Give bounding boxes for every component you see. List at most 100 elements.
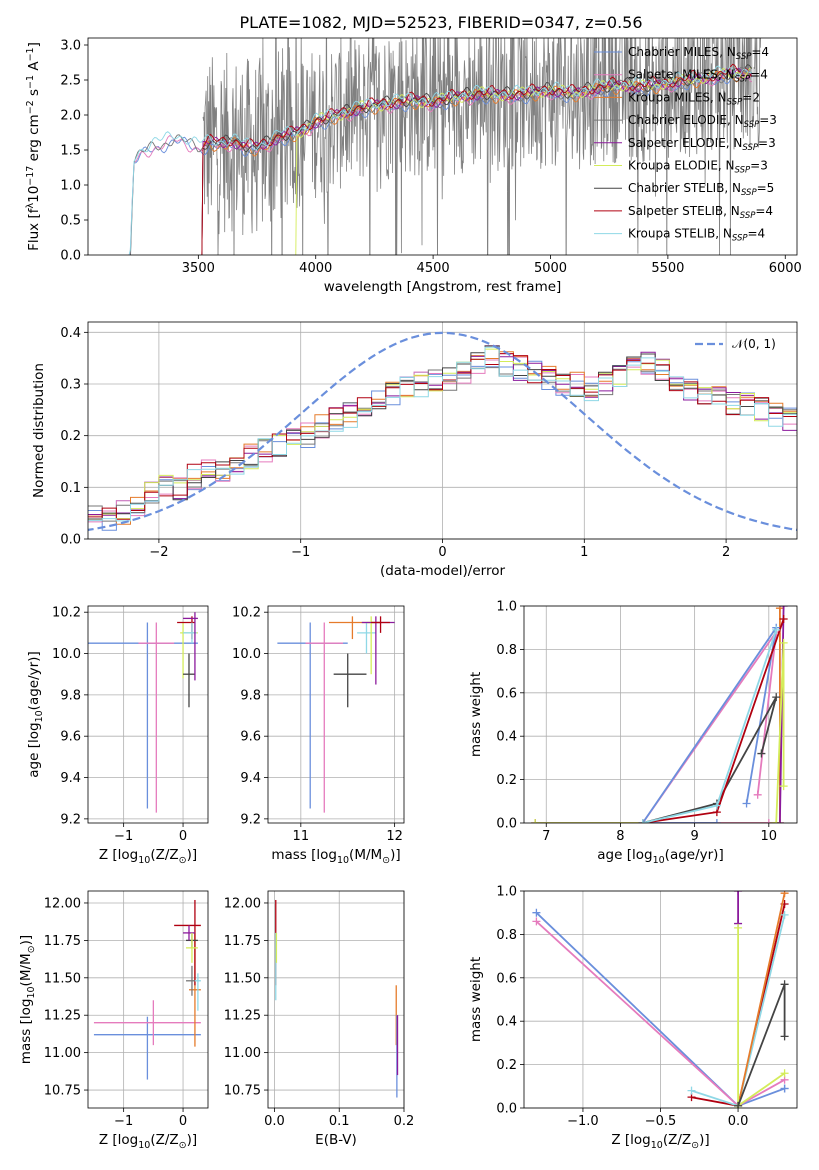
y-tick-label: 9.2 (60, 812, 81, 827)
x-tick-label: 10 (761, 829, 778, 844)
legend-entry: Chabrier ELODIE, NSSP=3 (628, 113, 777, 130)
x-tick-label: 4000 (299, 261, 332, 276)
weight-marker (734, 923, 743, 932)
gaussian-curve (88, 331, 797, 532)
weight-marker (775, 606, 784, 613)
x-tick-label: 0.0 (264, 1114, 285, 1129)
weight-marker (734, 1101, 743, 1108)
plot-area (128, 38, 761, 255)
x-tick-label: 12 (386, 829, 403, 844)
x-tick-label: 11 (293, 829, 310, 844)
weight-marker (638, 819, 647, 823)
weight-marker (779, 638, 788, 647)
x-tick-label: 0 (179, 829, 187, 844)
weight-marker (779, 615, 788, 624)
x-tick-label: 5000 (534, 261, 567, 276)
legend-entry: Kroupa MILES, NSSP=2 (628, 90, 760, 107)
y-tick-label: 10.75 (224, 1084, 261, 1099)
y-tick-label: 9.6 (60, 730, 81, 745)
y-axis-label: mass weight (468, 672, 484, 757)
y-tick-label: 0.4 (496, 730, 517, 745)
y-tick-label: 11.00 (44, 1046, 81, 1061)
y-tick-label: 0.0 (60, 249, 81, 264)
weight-marker (712, 819, 721, 823)
x-tick-label: −1 (291, 545, 310, 560)
y-tick-label: 0.3 (60, 378, 81, 393)
axes-frame (267, 890, 405, 1109)
spectrum-panel: 3500 4000 4500 5000 5500 6000 0.0 0.5 1.0 1.5 2.0 2… (25, 37, 802, 295)
figure-title: PLATE=1082, MJD=52523, FIBERID=0347, z=0… (239, 13, 642, 32)
weight-marker (753, 790, 762, 799)
y-tick-label: 9.4 (240, 771, 261, 786)
y-tick-label: 1.0 (60, 179, 81, 194)
y-tick-label: 0.8 (496, 643, 517, 658)
weight-marker (779, 782, 788, 791)
y-tick-label: 1.0 (496, 600, 517, 615)
plot-area (88, 612, 198, 813)
x-tick-label: −2 (149, 545, 168, 560)
weight-line (535, 642, 785, 823)
y-tick-label: 11.50 (224, 971, 261, 986)
y-axis-label: mass [log10(M/M⊙)] (18, 935, 37, 1064)
y-tick-label: 0.0 (496, 817, 517, 832)
x-tick-label: 9 (690, 829, 698, 844)
y-tick-label: 0.8 (496, 928, 517, 943)
weight-marker (531, 819, 540, 823)
weight-vs-metallicity-panel: −1.0 −0.5 0.0 0.0 0.2 0.4 0.6 0.8 1.0 Z [log10(Z/… (468, 885, 798, 1151)
weight-line (641, 627, 778, 823)
legend-entry: Salpeter STELIB, NSSP=4 (628, 204, 773, 221)
model-spectrum-line (201, 70, 752, 255)
y-tick-label: 10.0 (232, 647, 261, 662)
y-tick-label: 0.4 (60, 326, 81, 341)
plot-area (277, 616, 395, 813)
axes-frame (523, 890, 798, 1109)
age-vs-mass-panel: 11 12 9.2 9.4 9.6 9.8 10.0 10.2 mass [log10(M/M⊙… (232, 605, 405, 866)
y-axis-label: Normed distribution (31, 363, 47, 498)
y-tick-label: 0.6 (496, 971, 517, 986)
y-tick-label: 11.00 (224, 1046, 261, 1061)
weight-marker (532, 908, 541, 917)
y-tick-label: 1.5 (60, 144, 81, 159)
y-tick-label: 11.50 (44, 971, 81, 986)
x-tick-label: 6000 (769, 261, 802, 276)
weight-marker (757, 749, 766, 758)
y-tick-label: 11.75 (224, 934, 261, 949)
plot-area (531, 606, 788, 823)
y-tick-label: 2.0 (60, 109, 81, 124)
weight-marker (734, 891, 743, 895)
y-tick-label: 9.2 (240, 812, 261, 827)
mass-vs-metallicity-panel: −1 0 10.75 11.00 11.25 11.50 11.75 12.00 Z [log1… (18, 890, 209, 1151)
residuals-legend: 𝒩(0, 1) (695, 337, 776, 351)
legend-entry: Chabrier MILES, NSSP=4 (628, 45, 769, 62)
model-spectrum-line (201, 63, 752, 255)
weight-marker (742, 799, 751, 808)
weight-marker (712, 801, 721, 810)
axes-frame (87, 890, 209, 1109)
axes-frame (87, 321, 798, 540)
weight-marker (780, 1069, 789, 1078)
axes-frame (87, 605, 209, 824)
legend-entry: Kroupa ELODIE, NSSP=3 (628, 159, 768, 176)
weight-line (642, 696, 778, 823)
x-tick-label: 0.2 (394, 1114, 415, 1129)
weight-marker (780, 910, 789, 919)
y-tick-label: 12.00 (44, 896, 81, 911)
weight-marker (780, 980, 789, 989)
x-tick-label: 4500 (417, 261, 450, 276)
weight-marker (532, 917, 541, 926)
x-axis-label: Z [log10(Z/Z⊙)] (99, 847, 197, 866)
model-spectrum-line (295, 67, 752, 255)
x-tick-label: 3500 (182, 261, 215, 276)
legend-entry: Chabrier STELIB, NSSP=5 (628, 181, 774, 198)
y-tick-label: 0.4 (496, 1015, 517, 1030)
x-axis-label: (data-model)/error (380, 563, 506, 579)
weight-marker (772, 819, 781, 823)
plot-area (532, 891, 789, 1108)
y-tick-label: 9.8 (240, 688, 261, 703)
x-tick-label: −1.0 (567, 1114, 599, 1129)
weight-marker (780, 891, 789, 898)
x-tick-label: 0.1 (329, 1114, 350, 1129)
legend-entry: Kroupa STELIB, NSSP=4 (628, 227, 765, 244)
legend-entry: Salpeter MILES, NSSP=4 (628, 68, 768, 85)
